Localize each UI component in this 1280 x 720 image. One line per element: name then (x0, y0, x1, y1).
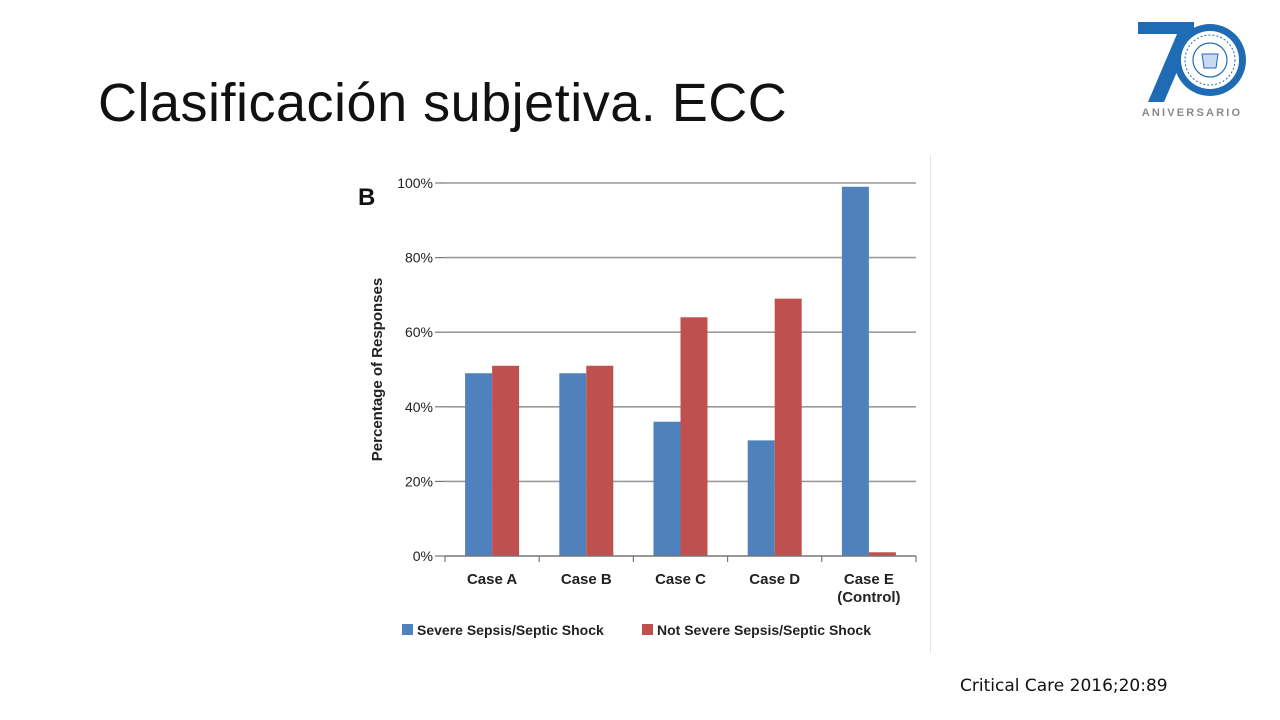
bar (586, 365, 614, 556)
legend-label: Not Severe Sepsis/Septic Shock (657, 622, 871, 638)
y-tick-label: 100% (397, 175, 433, 191)
bar (559, 373, 587, 556)
legend-label: Severe Sepsis/Septic Shock (417, 622, 604, 638)
bar-chart: 0% 20% 40% 60% 80% 100% Case A Case B Case C Case… (358, 175, 917, 638)
bars (465, 186, 896, 557)
y-tick-label: 0% (413, 548, 433, 564)
slide-title: Clasificación subjetiva. ECC (98, 73, 788, 133)
x-tick-label: Case B (561, 571, 612, 588)
anniversary-logo-icon: ANIVERSARIO (1138, 22, 1246, 119)
anniversary-logo: ANIVERSARIO (1134, 18, 1250, 122)
bar (841, 186, 869, 557)
x-tick-label: Case C (655, 571, 706, 588)
x-tick-label: Case D (749, 571, 800, 588)
y-tick-label: 20% (405, 473, 433, 489)
bar (680, 317, 708, 556)
y-tick-label: 80% (405, 250, 433, 266)
logo-subtitle: ANIVERSARIO (1142, 107, 1243, 119)
y-tick-label: 40% (405, 399, 433, 415)
bar (774, 298, 802, 556)
legend: Severe Sepsis/Septic Shock Not Severe Sep… (402, 622, 871, 638)
bar (465, 373, 493, 556)
x-tick-label: Case A (467, 571, 517, 588)
bar (492, 365, 520, 556)
axes (435, 182, 917, 562)
bar (868, 552, 896, 556)
y-axis-label: Percentage of Responses (369, 278, 386, 461)
chart-panel: 0% 20% 40% 60% 80% 100% Case A Case B Case C Case… (340, 155, 931, 653)
x-tick-label: Case E (Control) (837, 571, 900, 606)
legend-swatch (402, 624, 413, 635)
y-tick-label: 60% (405, 324, 433, 340)
labels: 0% 20% 40% 60% 80% 100% Case A Case B Case C Case… (358, 175, 901, 606)
citation: Critical Care 2016;20:89 (960, 676, 1168, 696)
bar (747, 440, 775, 556)
panel-label: B (358, 184, 375, 211)
legend-swatch (642, 624, 653, 635)
bar (653, 421, 681, 556)
